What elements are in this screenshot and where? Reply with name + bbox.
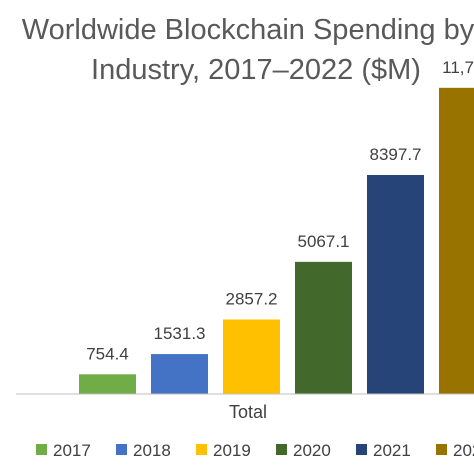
legend-swatch-2018 xyxy=(116,444,127,455)
bar-2020 xyxy=(295,261,352,394)
data-label-2017: 754.4 xyxy=(86,344,129,363)
data-label-2020: 5067.1 xyxy=(298,232,350,251)
legend-label-2017: 2017 xyxy=(53,441,91,460)
legend-label-2020: 2020 xyxy=(293,441,331,460)
data-label-2018: 1531.3 xyxy=(154,324,206,343)
x-category-label: Total xyxy=(229,402,267,422)
legend-swatch-2020 xyxy=(276,444,287,455)
data-label-2021: 8397.7 xyxy=(370,145,422,164)
bar-group xyxy=(79,87,474,394)
bar-2017 xyxy=(79,374,136,394)
chart-title-line-1: Worldwide Blockchain Spending by xyxy=(22,14,474,46)
legend-swatch-2017 xyxy=(36,444,47,455)
legend-swatch-2022 xyxy=(436,444,447,455)
data-label-2022: 11,740 xyxy=(442,58,474,77)
legend-label-2021: 2021 xyxy=(373,441,411,460)
legend-label-2018: 2018 xyxy=(133,441,171,460)
legend-label-2019: 2019 xyxy=(213,441,251,460)
legend-label-2022: 2022 xyxy=(453,441,474,460)
bar-2018 xyxy=(151,354,208,394)
bar-2021 xyxy=(367,174,424,394)
data-label-2019: 2857.2 xyxy=(226,289,278,308)
legend-swatch-2021 xyxy=(356,444,367,455)
chart-title-line-2: Industry, 2017–2022 ($M) xyxy=(91,54,421,86)
legend-swatch-2019 xyxy=(196,444,207,455)
data-label-group: 754.4 1531.3 2857.2 5067.1 8397.7 11,740 xyxy=(86,58,474,364)
bar-2019 xyxy=(223,319,280,394)
legend: 2017 2018 2019 2020 2021 2022 xyxy=(36,441,474,460)
bar-2022 xyxy=(439,87,474,394)
